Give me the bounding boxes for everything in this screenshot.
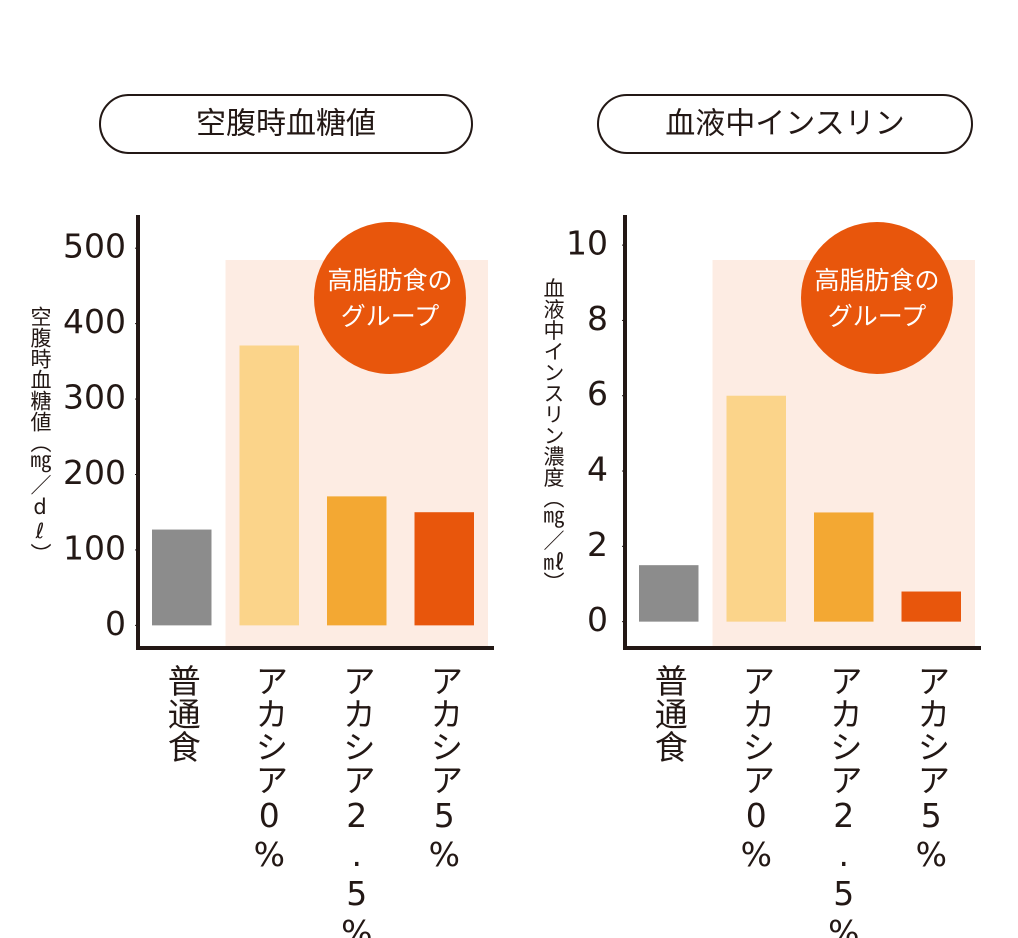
y-tick-label: 0 bbox=[105, 604, 126, 643]
x-tick-label: アカシア0% bbox=[250, 664, 289, 874]
x-tick-label: 普通食 bbox=[162, 664, 201, 763]
y-axis-label: 空腹時血糖値（㎎／dℓ） bbox=[28, 306, 52, 564]
bar bbox=[726, 395, 786, 622]
x-tick-label: アカシア0% bbox=[737, 664, 776, 874]
y-tick-label: 8 bbox=[587, 299, 608, 338]
annotation: グループ bbox=[341, 302, 440, 331]
x-tick-label: アカシア2.5% bbox=[824, 664, 863, 938]
x-tick-label: アカシア2.5% bbox=[337, 664, 376, 938]
chart-title: 血液中インスリン bbox=[665, 107, 904, 142]
annotation: 高脂肪食の bbox=[327, 266, 452, 295]
chart-title: 空腹時血糖値 bbox=[196, 107, 376, 142]
bar bbox=[239, 345, 299, 626]
y-tick-label: 4 bbox=[587, 450, 608, 489]
bar bbox=[814, 512, 874, 622]
bar bbox=[901, 591, 961, 622]
y-tick-label: 500 bbox=[63, 227, 126, 266]
bar bbox=[327, 496, 387, 626]
annotation-circle bbox=[314, 222, 466, 374]
x-tick-label: アカシア5% bbox=[912, 664, 951, 874]
x-tick-label: アカシア5% bbox=[425, 664, 464, 874]
y-tick-label: 100 bbox=[63, 528, 126, 567]
annotation-circle bbox=[801, 222, 953, 374]
y-tick-label: 2 bbox=[587, 525, 608, 564]
bar bbox=[152, 529, 212, 626]
y-tick-label: 10 bbox=[566, 224, 608, 263]
bar bbox=[414, 512, 474, 626]
bar bbox=[639, 565, 699, 622]
title-pill bbox=[99, 94, 473, 154]
x-tick-label: 普通食 bbox=[649, 664, 688, 763]
title-pill bbox=[597, 94, 973, 154]
y-tick-label: 0 bbox=[587, 600, 608, 639]
y-tick-label: 200 bbox=[63, 453, 126, 492]
y-tick-label: 6 bbox=[587, 374, 608, 413]
annotation: グループ bbox=[828, 302, 927, 331]
y-tick-label: 400 bbox=[63, 302, 126, 341]
y-tick-label: 300 bbox=[63, 378, 126, 417]
annotation: 高脂肪食の bbox=[814, 266, 939, 295]
y-axis-label: 血液中インスリン濃度（㎎／㎖） bbox=[541, 278, 565, 593]
